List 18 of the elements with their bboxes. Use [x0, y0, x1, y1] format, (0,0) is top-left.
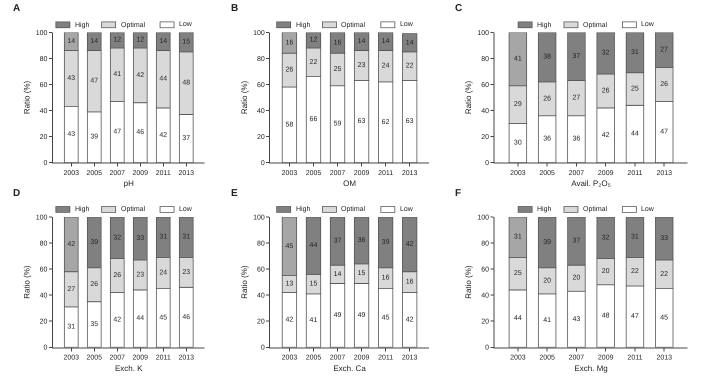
- x-axis-title: OM: [343, 179, 356, 188]
- x-axis-title: Exch. K: [114, 364, 144, 373]
- chart-title: E: [231, 188, 238, 199]
- chart-title: C: [455, 3, 462, 14]
- chart-title: D: [13, 188, 20, 199]
- x-axis-title: Exch. Ca: [333, 364, 366, 373]
- y-axis-title: Ratio (%): [240, 265, 249, 299]
- y-axis-title: Ratio (%): [22, 265, 32, 299]
- x-axis-title: Avail. P₂O₅: [571, 179, 611, 188]
- x-axis-title: pH: [124, 179, 134, 188]
- y-axis-title: Ratio (%): [464, 80, 474, 114]
- chart-title: B: [231, 3, 238, 14]
- x-axis-title: Exch. Mg: [574, 364, 608, 373]
- y-axis-title: Ratio (%): [464, 265, 474, 299]
- y-axis-title: Ratio (%): [240, 80, 249, 114]
- chart-title: A: [13, 3, 20, 14]
- y-axis-title: Ratio (%): [22, 80, 32, 114]
- chart-title: F: [455, 188, 462, 199]
